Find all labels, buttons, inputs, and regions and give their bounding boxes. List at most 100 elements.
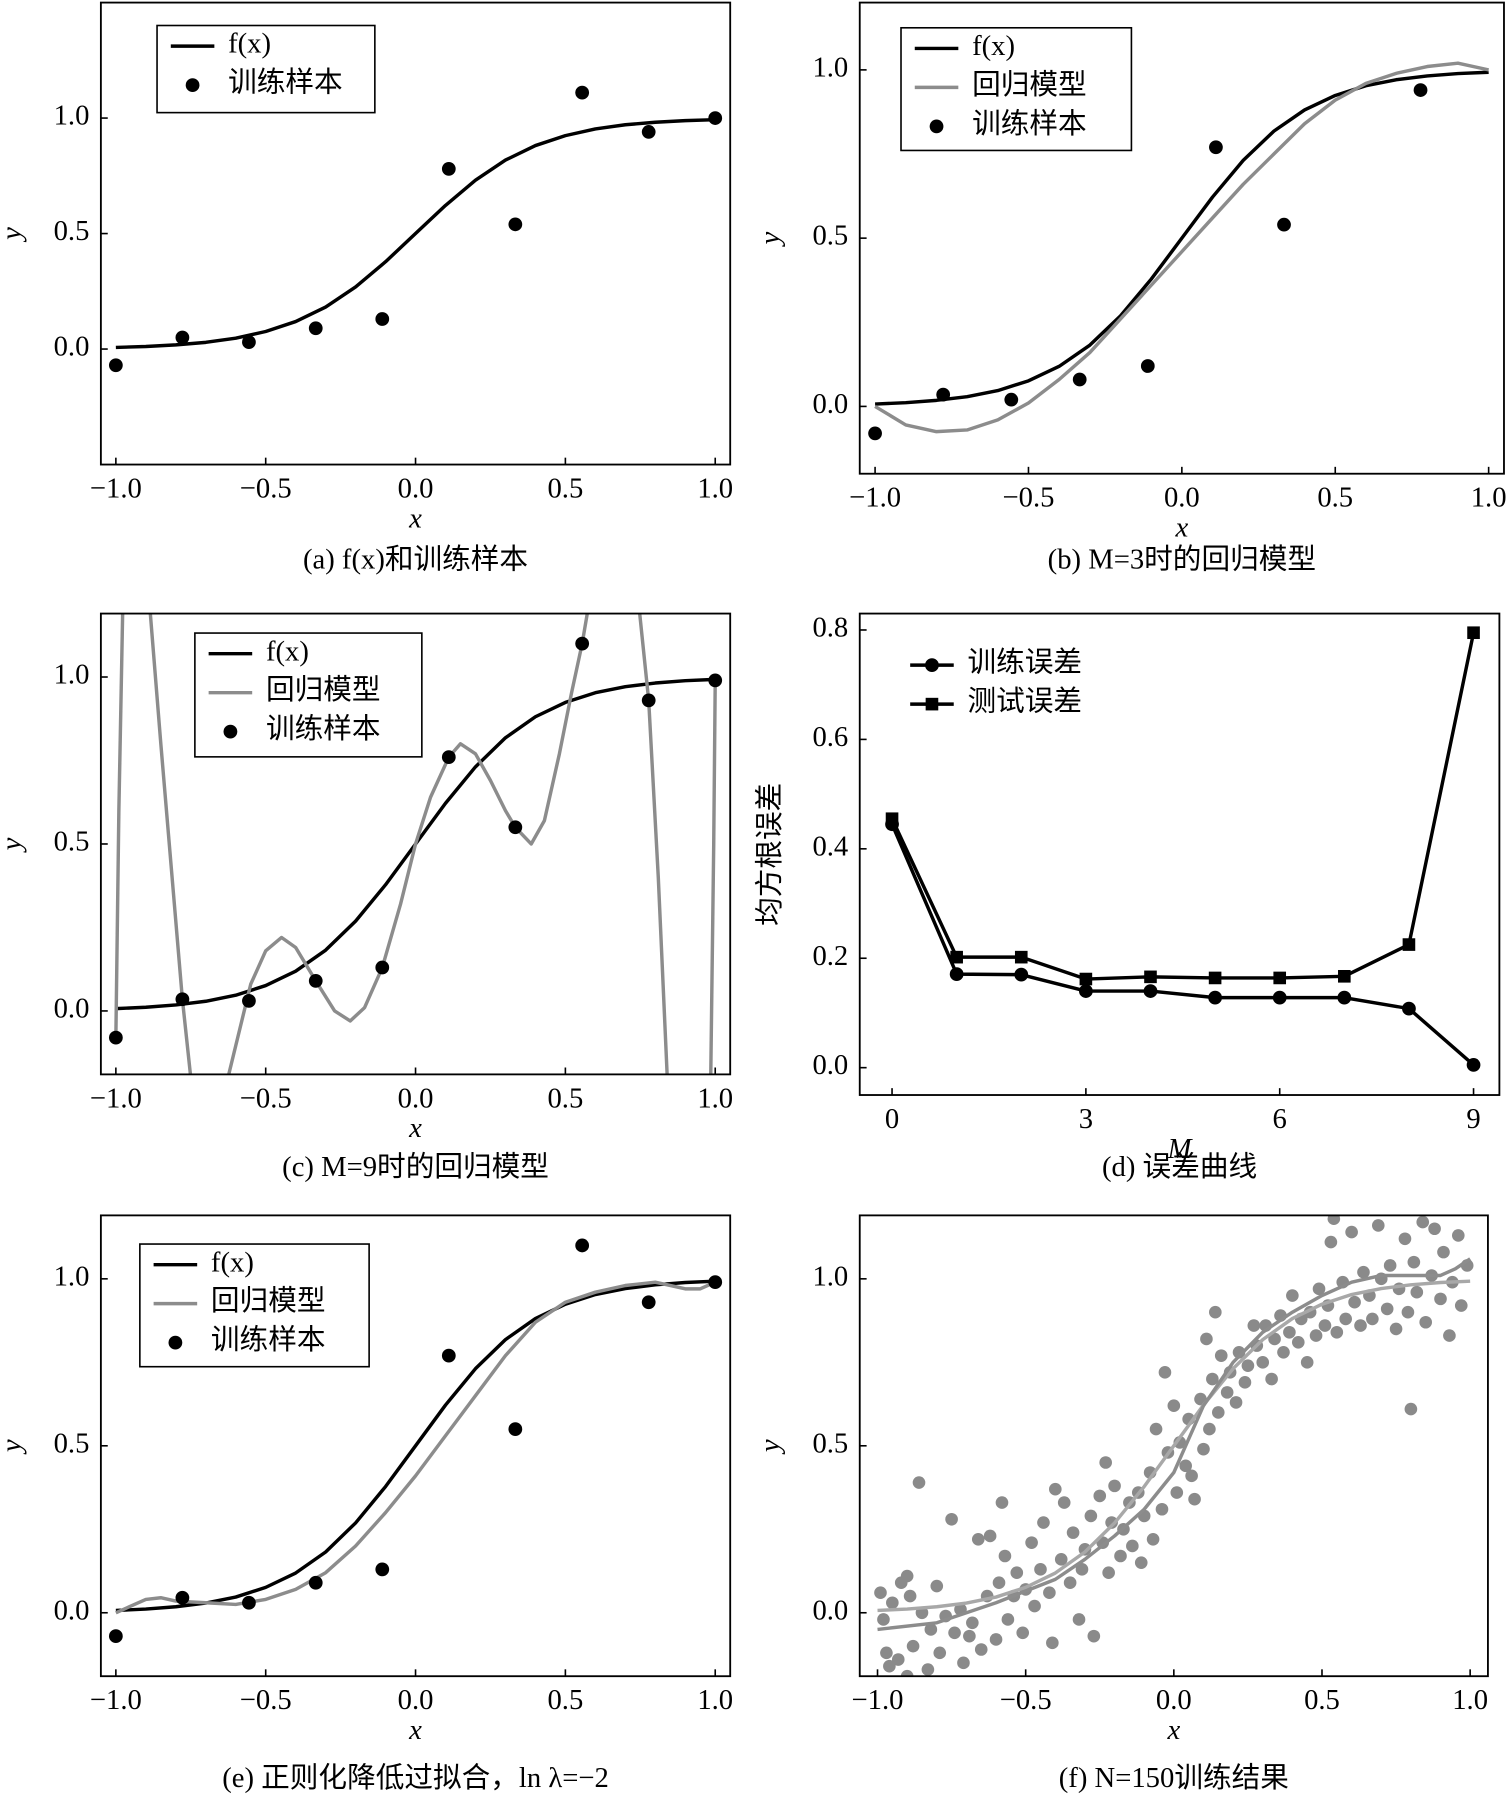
- point: [441, 1348, 456, 1363]
- y-axis-label: y: [0, 227, 27, 243]
- point: [1354, 1319, 1367, 1332]
- curve: [890, 632, 1476, 981]
- x-tick-label: −1.0: [90, 1684, 142, 1716]
- point: [308, 1575, 323, 1590]
- legend-label: 训练样本: [266, 713, 381, 745]
- point: [641, 1295, 656, 1310]
- axes-frame: [99, 612, 732, 1076]
- point: [1327, 1215, 1341, 1226]
- point: [966, 1616, 979, 1630]
- point: [1185, 1469, 1198, 1483]
- point: [877, 1613, 890, 1626]
- point: [1155, 1502, 1169, 1516]
- point: [1134, 1556, 1148, 1569]
- curve: [114, 613, 717, 1075]
- legend-label: 训练误差: [967, 647, 1082, 679]
- point: [1277, 1345, 1290, 1359]
- point: [1265, 1372, 1278, 1386]
- point: [1043, 1586, 1056, 1600]
- point: [924, 1623, 938, 1636]
- y-axis-label: y: [754, 232, 786, 248]
- y-axis-label: y: [0, 1439, 27, 1455]
- legend-label: f(x): [228, 28, 271, 60]
- point: [1247, 1319, 1261, 1332]
- point: [375, 312, 390, 326]
- y-tick-label: 1.0: [812, 1260, 848, 1292]
- point: [1072, 372, 1087, 387]
- x-tick-label: −1.0: [90, 472, 142, 504]
- point: [575, 85, 590, 100]
- point: [1075, 1563, 1089, 1576]
- point: [242, 994, 256, 1008]
- square-marker: [925, 697, 939, 711]
- point: [1126, 1539, 1139, 1553]
- point: [1407, 1255, 1421, 1269]
- x-tick-label: 1.0: [697, 1082, 733, 1114]
- point: [1146, 1532, 1160, 1546]
- point: [1034, 1563, 1047, 1576]
- point: [185, 78, 200, 92]
- point: [1211, 1406, 1225, 1419]
- point: [1300, 1356, 1314, 1369]
- point: [175, 1590, 190, 1605]
- plot-area: [108, 85, 723, 373]
- point: [936, 387, 951, 402]
- y-tick-label: 1.0: [54, 659, 90, 691]
- curve: [115, 1280, 716, 1615]
- point: [175, 330, 190, 345]
- point: [906, 1639, 920, 1653]
- point: [108, 358, 123, 373]
- point: [1256, 1356, 1270, 1369]
- point: [1286, 1289, 1299, 1302]
- point: [1188, 1492, 1201, 1506]
- point: [974, 1643, 988, 1656]
- point: [1072, 1613, 1086, 1626]
- point: [1380, 1302, 1394, 1316]
- x-tick-label: −0.5: [240, 1082, 292, 1114]
- point: [1402, 1001, 1416, 1016]
- point: [1272, 990, 1287, 1005]
- caption: (e) 正则化降低过拟合，ln λ=−2: [222, 1762, 609, 1794]
- x-tick-label: 0: [885, 1103, 899, 1135]
- y-tick-label: 0.6: [812, 721, 848, 753]
- x-axis-label: x: [1174, 511, 1188, 543]
- point: [1158, 1366, 1172, 1379]
- point: [929, 119, 944, 134]
- point: [1389, 1322, 1403, 1336]
- point: [1401, 1305, 1415, 1319]
- point: [925, 658, 939, 673]
- legend-label: 回归模型: [266, 674, 381, 706]
- plot-area: [108, 613, 723, 1075]
- point: [1170, 1486, 1184, 1499]
- x-tick-label: 9: [1466, 1103, 1480, 1135]
- point: [1434, 1292, 1447, 1306]
- point: [995, 1496, 1009, 1509]
- x-axis-label: x: [408, 1714, 422, 1746]
- point: [575, 636, 590, 651]
- point: [1079, 984, 1093, 998]
- curve: [874, 61, 1490, 434]
- point: [983, 1529, 997, 1543]
- x-tick-label: −0.5: [1000, 1684, 1052, 1716]
- point: [1229, 1396, 1243, 1409]
- point: [175, 992, 190, 1007]
- legend-label: 训练样本: [228, 67, 343, 99]
- point: [1241, 1359, 1255, 1372]
- point: [1001, 1613, 1015, 1626]
- point: [948, 1626, 961, 1640]
- y-tick-label: 0.0: [54, 331, 90, 363]
- point: [930, 1579, 944, 1593]
- point: [1049, 1482, 1062, 1496]
- point: [1179, 1459, 1192, 1473]
- legend-label: 训练样本: [211, 1324, 326, 1356]
- legend-label: 训练样本: [972, 108, 1087, 140]
- point: [1066, 1526, 1080, 1539]
- point: [1419, 1315, 1433, 1329]
- point: [1209, 1305, 1222, 1319]
- point: [912, 1476, 926, 1489]
- y-tick-label: 0.0: [54, 993, 90, 1025]
- point: [1114, 1549, 1127, 1563]
- plot-area: [874, 1215, 1474, 1677]
- x-tick-label: −1.0: [852, 1684, 904, 1716]
- axes-frame: [99, 1214, 732, 1678]
